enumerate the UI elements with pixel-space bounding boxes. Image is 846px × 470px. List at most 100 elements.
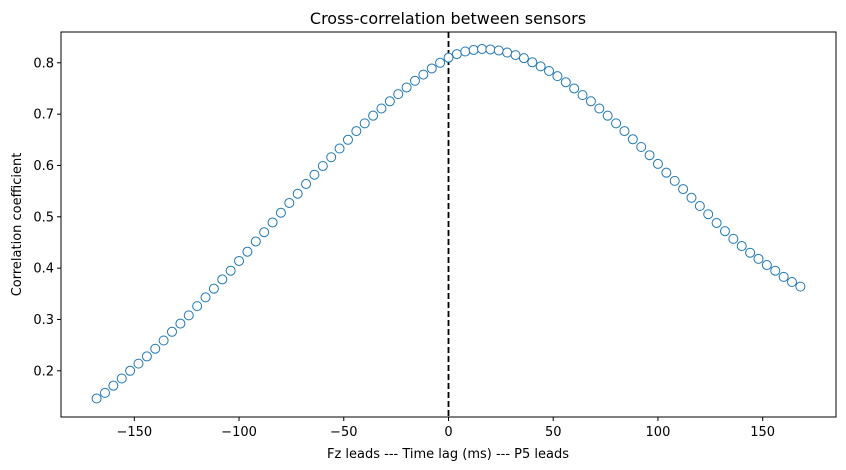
data-point (284, 197, 295, 208)
data-point (443, 52, 454, 63)
data-point (368, 110, 379, 121)
data-point (577, 90, 588, 101)
data-point (99, 387, 110, 398)
data-point (317, 160, 328, 171)
data-point (376, 103, 387, 114)
data-point (736, 241, 747, 252)
x-axis-label: Fz leads --- Time lag (ms) --- P5 leads (327, 447, 569, 462)
y-tick-label: 0.2 (33, 364, 54, 379)
data-point (711, 217, 722, 228)
data-point (552, 71, 563, 82)
data-point (594, 103, 605, 114)
data-point (569, 83, 580, 94)
data-point (435, 57, 446, 68)
data-point (192, 301, 203, 312)
x-tick-label: 50 (545, 425, 562, 440)
data-point (460, 46, 471, 57)
x-tick-label: −100 (221, 425, 257, 440)
data-point (418, 69, 429, 80)
data-point (619, 126, 630, 137)
data-point (393, 89, 404, 100)
data-point (208, 283, 219, 294)
data-point (175, 318, 186, 329)
y-axis-label: Correlation coefficient (10, 153, 25, 297)
data-point (485, 44, 496, 55)
data-point (518, 53, 529, 64)
data-point (535, 61, 546, 72)
data-point (200, 292, 211, 303)
chart-title: Cross-correlation between sensors (310, 9, 586, 28)
y-tick-label: 0.5 (33, 210, 54, 225)
data-point (301, 178, 312, 189)
data-point (250, 236, 261, 247)
data-point (426, 63, 437, 74)
data-point (703, 209, 714, 220)
y-axis: 0.2 0.3 0.4 0.5 0.6 0.7 0.8 (33, 56, 61, 379)
data-point (150, 343, 161, 354)
data-point (728, 233, 739, 244)
data-point (384, 96, 395, 107)
data-point (510, 50, 521, 61)
data-point (351, 126, 362, 137)
data-point (242, 246, 253, 257)
x-axis: −150 −100 −50 0 50 100 150 (116, 417, 775, 440)
y-tick-label: 0.4 (33, 262, 54, 277)
data-point (611, 118, 622, 129)
data-point (795, 281, 806, 292)
data-point (275, 207, 286, 218)
y-tick-label: 0.8 (33, 56, 54, 71)
data-point (401, 82, 412, 93)
data-point (477, 43, 488, 54)
y-tick-label: 0.3 (33, 313, 54, 328)
data-point (770, 265, 781, 276)
data-point (125, 365, 136, 376)
x-tick-label: −150 (116, 425, 152, 440)
data-point (787, 276, 798, 287)
data-point (108, 380, 119, 391)
data-point (183, 310, 194, 321)
x-tick-label: 150 (750, 425, 775, 440)
data-point (91, 393, 102, 404)
data-point (468, 44, 479, 55)
data-point (627, 134, 638, 145)
data-point (719, 226, 730, 237)
data-point (761, 260, 772, 271)
data-point (116, 373, 127, 384)
data-point (409, 75, 420, 86)
data-point (359, 118, 370, 129)
data-point (753, 253, 764, 264)
data-point (560, 77, 571, 88)
data-point (217, 274, 228, 285)
plot-area (91, 32, 806, 417)
data-point (234, 255, 245, 266)
data-point (661, 167, 672, 178)
data-point (326, 152, 337, 163)
data-point (493, 45, 504, 56)
data-point (686, 192, 697, 203)
data-point (678, 184, 689, 195)
x-tick-label: −50 (330, 425, 357, 440)
data-point (133, 358, 144, 369)
data-point (602, 110, 613, 121)
data-point (585, 96, 596, 107)
data-point (745, 247, 756, 258)
data-point (309, 169, 320, 180)
data-point (141, 351, 152, 362)
data-point (636, 141, 647, 152)
data-point (167, 326, 178, 337)
data-point (652, 158, 663, 169)
data-point (225, 265, 236, 276)
data-point (292, 188, 303, 199)
data-point (778, 271, 789, 282)
x-tick-label: 100 (646, 425, 671, 440)
x-tick-label: 0 (444, 425, 452, 440)
data-point (502, 47, 513, 58)
data-point (694, 201, 705, 212)
data-point (527, 57, 538, 68)
data-point (267, 217, 278, 228)
data-point (334, 143, 345, 154)
data-point (451, 49, 462, 60)
data-point (644, 150, 655, 161)
